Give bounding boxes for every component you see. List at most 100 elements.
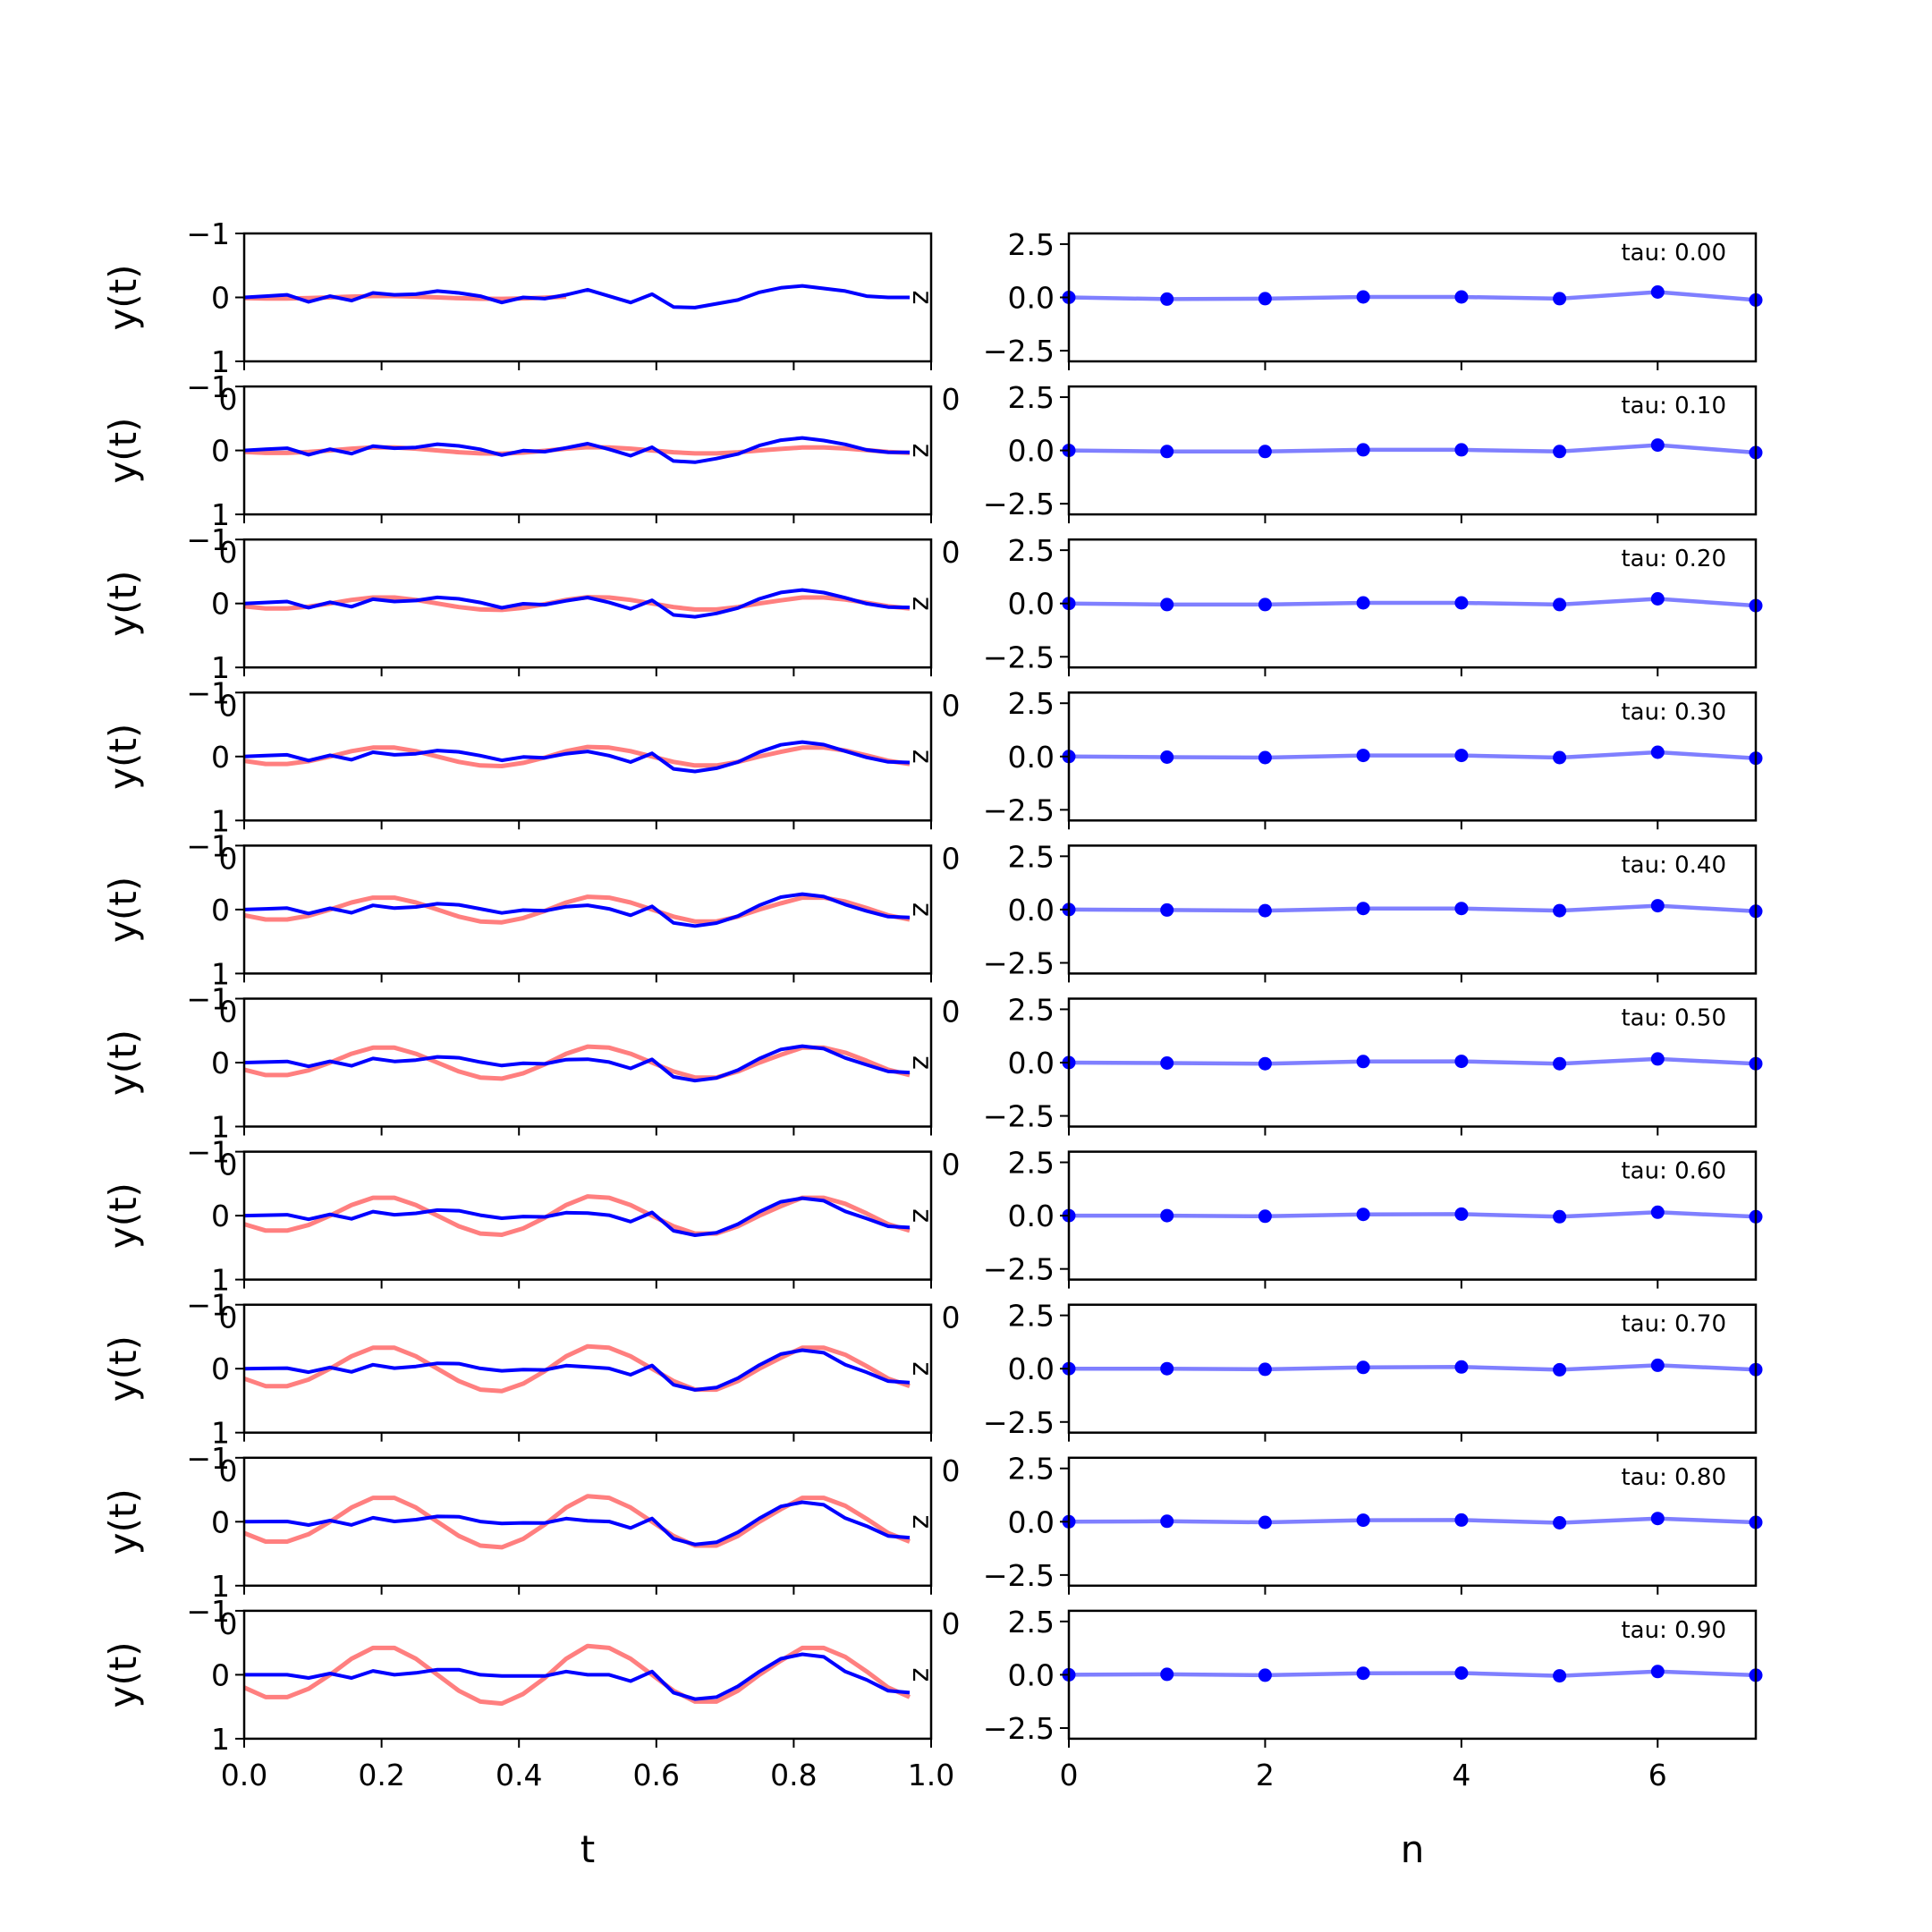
y-tick-label: 0 — [211, 1352, 230, 1386]
coefficient-point — [1258, 1668, 1272, 1682]
y-tick-label: 0.0 — [1008, 434, 1055, 469]
prediction-line — [243, 892, 911, 928]
coefficient-point — [1160, 902, 1174, 917]
tau-label: tau: 0.20 — [1621, 546, 1726, 572]
overlap-tick-text: 0 — [942, 1606, 961, 1641]
coefficient-panel-0: 2.5 0.0 −2.5 tau: 0.00 — [983, 227, 1763, 370]
overlap-tick-text: 0 — [219, 841, 238, 876]
y-tick-label: −1 — [186, 982, 230, 1017]
coefficient-panel-4: 2.5 0.0 −2.5 tau: 0.40 — [983, 839, 1763, 983]
coefficient-line — [1068, 1516, 1757, 1525]
overlap-tick-text: 0 — [219, 1606, 238, 1641]
overlap-tick-text: 0 — [219, 1148, 238, 1182]
coefficient-point — [1650, 745, 1665, 759]
coefficient-point — [1553, 597, 1567, 612]
y-axis-label: y(t) — [101, 877, 145, 943]
coefficient-point — [1160, 1514, 1174, 1529]
coefficient-line — [1069, 1210, 1757, 1219]
y-axis-label: y(t) — [101, 1488, 145, 1555]
coefficient-point — [1258, 903, 1272, 918]
y-tick-label: −2.5 — [983, 1252, 1055, 1287]
y-axis-label: y(t) — [101, 1335, 145, 1402]
y-axis-label: y(t) — [101, 1641, 145, 1707]
tau-label: tau: 0.70 — [1621, 1311, 1726, 1338]
coefficient-point — [1650, 1052, 1665, 1066]
y-tick-label: 1 — [211, 1722, 230, 1757]
target-line — [243, 894, 911, 925]
time-panel-5: 10−1y(t) z0 0 — [101, 982, 961, 1145]
coefficient-panel-7: 2.5 0.0 −2.5 tau: 0.70 — [983, 1299, 1763, 1442]
y-tick-label: 1 — [211, 1110, 230, 1145]
y-tick-label: 2.5 — [1008, 1299, 1055, 1334]
coefficient-line — [1068, 443, 1757, 455]
target-line — [243, 445, 911, 456]
tau-label: tau: 0.30 — [1621, 699, 1726, 725]
coefficient-point — [1454, 902, 1469, 916]
y-tick-label: 0 — [211, 434, 230, 469]
coefficient-point — [1650, 592, 1665, 606]
y-tick-label: 0 — [211, 1504, 230, 1539]
y-tick-label: 0 — [211, 740, 230, 775]
x-tick-label: 0.2 — [358, 1758, 404, 1792]
y-tick-label: 2.5 — [1008, 992, 1055, 1027]
tau-label: tau: 0.50 — [1621, 1005, 1726, 1032]
time-panel-2: 10−1y(t) z0 0 — [101, 522, 961, 685]
panel-marker-text: z — [906, 1668, 937, 1682]
target-line — [242, 1643, 911, 1707]
coefficient-line — [1068, 1669, 1757, 1678]
target-line — [243, 1044, 911, 1081]
time-panel-9: 10−10.0 0.2 0.4 0.6 0.8 1.0y(t) z0 0 — [101, 1594, 961, 1792]
coefficient-point — [1454, 1055, 1469, 1069]
overlap-tick-text: 0 — [942, 688, 961, 723]
coefficient-point — [1454, 1513, 1469, 1527]
coefficient-point — [1258, 1515, 1272, 1530]
y-tick-label: 0.0 — [1008, 1657, 1055, 1692]
overlap-tick-text: 0 — [942, 1148, 961, 1182]
y-tick-label: 1 — [211, 344, 230, 379]
coefficient-point — [1553, 903, 1567, 918]
y-tick-label: 1 — [211, 1263, 230, 1298]
tau-label: tau: 0.60 — [1621, 1158, 1726, 1185]
coefficient-point — [1650, 1358, 1665, 1372]
coefficient-point — [1454, 443, 1469, 457]
y-tick-label: −1 — [186, 369, 230, 404]
coefficient-point — [1258, 445, 1272, 459]
overlap-tick-text: 0 — [219, 535, 238, 570]
y-tick-label: 2.5 — [1008, 1605, 1055, 1640]
y-tick-label: 0.0 — [1008, 1504, 1055, 1539]
y-tick-label: −2.5 — [983, 792, 1055, 827]
coefficient-point — [1454, 596, 1469, 610]
coefficient-line — [1068, 597, 1757, 608]
y-tick-label: −1 — [186, 522, 230, 557]
overlap-tick-text: 0 — [219, 382, 238, 417]
coefficient-panel-2: 2.5 0.0 −2.5 tau: 0.20 — [983, 533, 1763, 677]
time-panel-0: 1 0 −1 y(t) z — [101, 216, 937, 379]
tau-label: tau: 0.90 — [1621, 1617, 1726, 1644]
x-tick-label: 4 — [1452, 1758, 1470, 1792]
y-tick-label: 0.0 — [1008, 1199, 1055, 1233]
coefficient-point — [1553, 750, 1567, 765]
overlap-tick-text: 0 — [219, 995, 238, 1030]
prediction-line — [243, 284, 910, 309]
tau-label: tau: 0.10 — [1621, 393, 1726, 419]
y-tick-label: 2.5 — [1008, 839, 1055, 874]
coefficient-panel-1: 2.5 0.0 −2.5 tau: 0.10 — [983, 380, 1763, 524]
y-tick-label: 1 — [211, 956, 230, 991]
x-tick-label: 2 — [1256, 1758, 1275, 1792]
coefficient-point — [1160, 597, 1174, 612]
coefficient-point — [1258, 750, 1272, 765]
coefficient-point — [1258, 1056, 1272, 1071]
y-tick-label: 0 — [211, 281, 230, 316]
coefficient-point — [1356, 1666, 1370, 1681]
overlap-tick-text: 0 — [942, 995, 961, 1030]
y-tick-label: −1 — [186, 1135, 230, 1170]
prediction-line — [243, 1348, 911, 1392]
coefficient-point — [1553, 445, 1567, 459]
coefficient-point — [1553, 1362, 1567, 1377]
prediction-line — [243, 436, 911, 464]
coefficient-point — [1650, 285, 1665, 299]
coefficient-line — [1068, 903, 1757, 914]
y-tick-label: 2.5 — [1008, 686, 1055, 721]
coefficient-point — [1650, 438, 1665, 453]
time-panel-7: 10−1y(t) z0 0 — [101, 1288, 961, 1451]
